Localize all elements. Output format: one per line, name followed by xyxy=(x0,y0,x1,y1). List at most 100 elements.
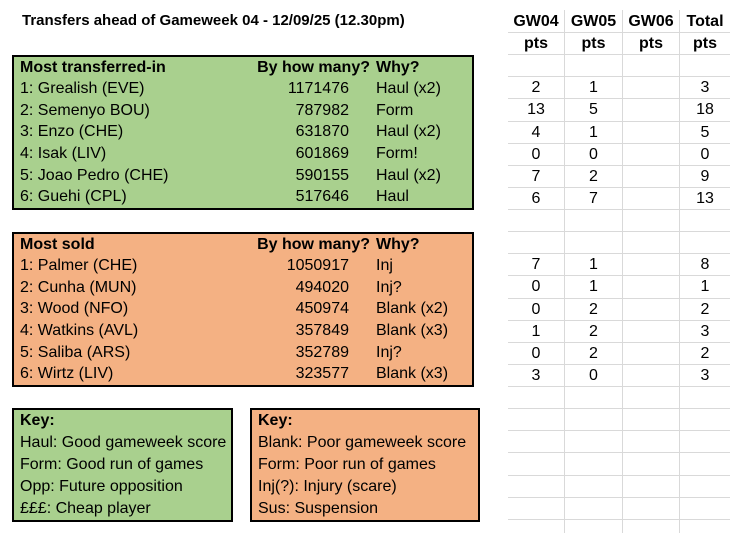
points-cell: 18 xyxy=(680,99,730,122)
count-cell: 601869 xyxy=(295,145,349,163)
page-title: Transfers ahead of Gameweek 04 - 12/09/2… xyxy=(22,12,405,29)
points-cell xyxy=(623,497,680,520)
player-cell: 3: Enzo (CHE) xyxy=(20,123,124,141)
why-cell: Haul (x2) xyxy=(376,166,441,184)
points-cell: 1 xyxy=(565,254,623,277)
why-cell: Blank (x2) xyxy=(376,300,449,318)
key-line: Haul: Good gameweek score xyxy=(20,434,227,451)
player-cell: 1: Palmer (CHE) xyxy=(20,257,138,275)
points-cell: 1 xyxy=(680,276,730,299)
points-cell xyxy=(565,453,623,476)
why-cell: Inj? xyxy=(376,343,402,361)
transferred-in-header-row: Most transferred-in By how many? Why? xyxy=(14,57,472,79)
key-line: Sus: Suspension xyxy=(258,500,379,517)
table-row: 5: Joao Pedro (CHE) 590155 Haul (x2) xyxy=(14,165,472,187)
table-row: 5: Saliba (ARS) 352789 Inj? xyxy=(14,342,472,364)
points-cell: 5 xyxy=(680,122,730,144)
points-cell xyxy=(623,210,680,233)
table-row: 4: Isak (LIV) 601869 Form! xyxy=(14,143,472,165)
points-cell: 0 xyxy=(508,342,565,365)
points-subheader: pts xyxy=(623,33,680,56)
transferred-in-table: Most transferred-in By how many? Why? 1:… xyxy=(12,55,474,210)
points-cell xyxy=(508,431,565,454)
points-cell xyxy=(623,121,680,144)
why-cell: Haul (x2) xyxy=(376,123,441,141)
points-cell: 9 xyxy=(680,166,730,188)
points-cell xyxy=(623,187,680,210)
player-cell: 6: Wirtz (LIV) xyxy=(20,365,114,383)
points-cell: 1 xyxy=(565,121,623,144)
points-cell xyxy=(623,387,680,410)
points-cell xyxy=(508,387,565,410)
points-cell xyxy=(508,453,565,476)
col-header-by-how-many: By how many? xyxy=(257,58,370,76)
key-box-most-sold: Key: Blank: Poor gameweek score Form: Po… xyxy=(250,408,480,522)
points-cell: 7 xyxy=(565,187,623,210)
points-cell: 13 xyxy=(508,99,565,122)
points-cell xyxy=(623,55,680,78)
points-cell xyxy=(623,99,680,122)
most-sold-title: Most sold xyxy=(20,235,95,253)
points-cell: 3 xyxy=(680,77,730,100)
points-cell: 0 xyxy=(565,143,623,166)
points-cell: 13 xyxy=(680,188,730,210)
table-row: 3: Enzo (CHE) 631870 Haul (x2) xyxy=(14,122,472,144)
points-cell: 3 xyxy=(680,365,730,387)
table-row: 6: Guehi (CPL) 517646 Haul xyxy=(14,186,472,208)
most-sold-header-row: Most sold By how many? Why? xyxy=(14,234,472,256)
points-cell: 2 xyxy=(565,165,623,188)
points-cell xyxy=(623,165,680,188)
player-cell: 4: Watkins (AVL) xyxy=(20,322,139,340)
points-cell xyxy=(508,232,565,255)
points-cell: 0 xyxy=(680,144,730,166)
points-col-header: GW05 xyxy=(565,10,623,33)
player-cell: 4: Isak (LIV) xyxy=(20,145,107,163)
count-cell: 494020 xyxy=(295,278,349,296)
points-cell xyxy=(508,497,565,520)
transferred-in-title: Most transferred-in xyxy=(20,58,166,76)
points-cell xyxy=(565,232,623,255)
player-cell: 2: Cunha (MUN) xyxy=(20,278,137,296)
player-cell: 2: Semenyo BOU) xyxy=(20,101,150,119)
points-cell xyxy=(680,453,730,476)
why-cell: Haul (x2) xyxy=(376,80,441,98)
points-cell: 3 xyxy=(508,364,565,387)
points-cell xyxy=(623,320,680,343)
player-cell: 1: Grealish (EVE) xyxy=(20,80,145,98)
points-cell: 7 xyxy=(508,165,565,188)
points-col-header: GW06 xyxy=(623,10,680,33)
why-cell: Blank (x3) xyxy=(376,365,449,383)
table-row: 3: Wood (NFO) 450974 Blank (x2) xyxy=(14,299,472,321)
points-cell: 0 xyxy=(508,276,565,299)
points-cell: 6 xyxy=(508,187,565,210)
points-col-header: GW04 xyxy=(508,10,565,33)
col-header-why: Why? xyxy=(376,235,420,253)
why-cell: Form xyxy=(376,101,414,119)
points-cell xyxy=(508,409,565,432)
points-cell xyxy=(680,431,730,454)
points-cell: 0 xyxy=(565,364,623,387)
points-cell: 2 xyxy=(565,342,623,365)
key-line: Inj(?): Injury (scare) xyxy=(258,478,397,495)
points-cell xyxy=(623,431,680,454)
points-cell xyxy=(565,409,623,432)
why-cell: Blank (x3) xyxy=(376,322,449,340)
key-line: Form: Poor run of games xyxy=(258,456,436,473)
count-cell: 787982 xyxy=(295,101,349,119)
points-cell xyxy=(623,143,680,166)
points-cell xyxy=(623,254,680,277)
col-header-by-how-many: By how many? xyxy=(257,235,370,253)
points-cell: 3 xyxy=(680,321,730,343)
points-cell xyxy=(508,55,565,78)
points-cell xyxy=(623,453,680,476)
points-cell xyxy=(565,475,623,498)
count-cell: 1171476 xyxy=(287,80,349,98)
points-cell: 2 xyxy=(680,299,730,321)
points-cell: 1 xyxy=(565,276,623,299)
key-line: £££: Cheap player xyxy=(20,500,151,517)
points-cell xyxy=(565,497,623,520)
count-cell: 352789 xyxy=(295,343,349,361)
points-cell xyxy=(680,476,730,498)
why-cell: Inj xyxy=(376,257,393,275)
key-title: Key: xyxy=(20,412,55,429)
